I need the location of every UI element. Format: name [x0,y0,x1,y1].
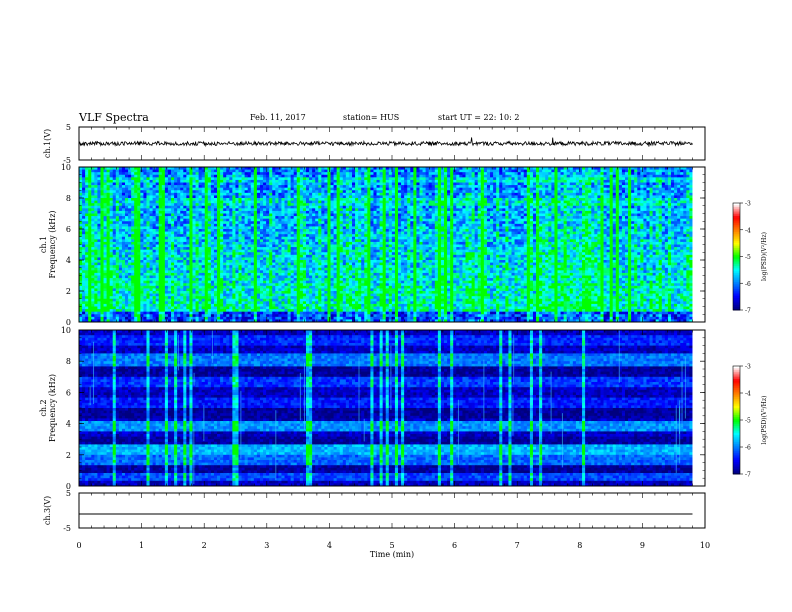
chart-title: VLF Spectra [79,111,149,124]
waveform-ch1-ylabel: ch.1(V) [43,129,52,158]
spectrogram-ch1-colorbar-tick: -3 [745,201,751,208]
spectrogram-ch2-colorbar-tick: -7 [745,472,751,479]
xtick-label: 5 [389,541,394,550]
xtick-label: 4 [327,541,332,550]
spectrogram-ch1-ylabel: ch.1 [39,236,48,253]
xtick-label: 2 [202,541,207,550]
spectrogram-ch2-ytick-label: 2 [66,451,71,460]
spectrogram-ch1-ytick-label: 0 [66,318,71,327]
spectrogram-ch2-ytick-label: 6 [66,388,71,397]
xtick-label: 3 [264,541,269,550]
waveform-ch1-trace [78,137,693,148]
spectrogram-ch1-colorbar-tick: -5 [745,254,751,261]
waveform-ch1-ytick-label: 5 [66,123,71,132]
spectrogram-ch1-ytick-label: 10 [61,163,71,172]
spectrogram-ch2-colorbar-tick: -6 [745,445,751,452]
spectrogram-ch1-colorbar-tick: -7 [745,308,751,315]
xtick-label: 10 [700,541,710,550]
spectrogram-ch1-colorbar: -3 -4 -5 -6 -7 log(PSD)(V²/Hz) [732,201,768,315]
xtick-label: 7 [515,541,520,550]
spectrogram-ch2-colorbar-label: log(PSD)(V²/Hz) [761,396,768,445]
waveform-ch3-ylabel: ch.3(V) [43,496,52,525]
chart-start-time: start UT = 22: 10: 2 [438,113,519,122]
chart-date: Feb. 11, 2017 [250,113,306,122]
waveform-ch3-ytick-label: 5 [66,489,71,498]
x-axis-label: Time (min) [370,550,414,559]
waveform-ch3-ytick-label: -5 [63,524,71,533]
spectrogram-ch1-colorbar-tick: -4 [745,227,751,234]
spectrogram-ch2-cells [79,330,705,487]
spectrogram-ch2-colorbar-tick: -4 [745,391,751,398]
spectrogram-ch2-colorbar: -3 -4 -5 -6 -7 log(PSD)(V²/Hz) [732,364,768,479]
xtick-label: 1 [139,541,144,550]
spectrogram-ch2-colorbar-tick: -5 [745,418,751,425]
xtick-label: 0 [76,541,81,550]
waveform-ch3-frame [78,492,706,529]
spectrogram-ch1-ytick-label: 2 [66,287,71,296]
xtick-label: 6 [452,541,457,550]
spectrogram-ch1-ytick-label: 4 [66,256,71,265]
spectrogram-ch2-ytick-label: 8 [66,357,71,366]
spectrogram-ch2-ytick-label: 4 [66,420,71,429]
spectrogram-ch2-colorbar-tick: -3 [745,364,751,371]
spectrogram-ch1-ytick-label: 8 [66,194,71,203]
spectrogram-ch2-ytick-label: 0 [66,482,71,491]
waveform-ch1-ytick-label: -5 [63,156,71,165]
spectrogram-ch1-cells [79,167,705,323]
xtick-label: 8 [577,541,582,550]
spectrogram-ch1-colorbar-tick: -6 [745,281,751,288]
chart-station: station= HUS [343,113,399,122]
spectrogram-ch1-colorbar-label: log(PSD)(V²/Hz) [761,232,768,281]
xtick-label: 9 [640,541,645,550]
spectrogram-ch2-ylabel: Frequency (kHz) [48,374,57,442]
spectrogram-ch2-ylabel: ch.2 [39,399,48,416]
spectrogram-ch1-ytick-label: 6 [66,225,71,234]
spectrogram-ch2-ytick-label: 10 [61,326,71,335]
spectrogram-ch1-ylabel: Frequency (kHz) [48,210,57,278]
